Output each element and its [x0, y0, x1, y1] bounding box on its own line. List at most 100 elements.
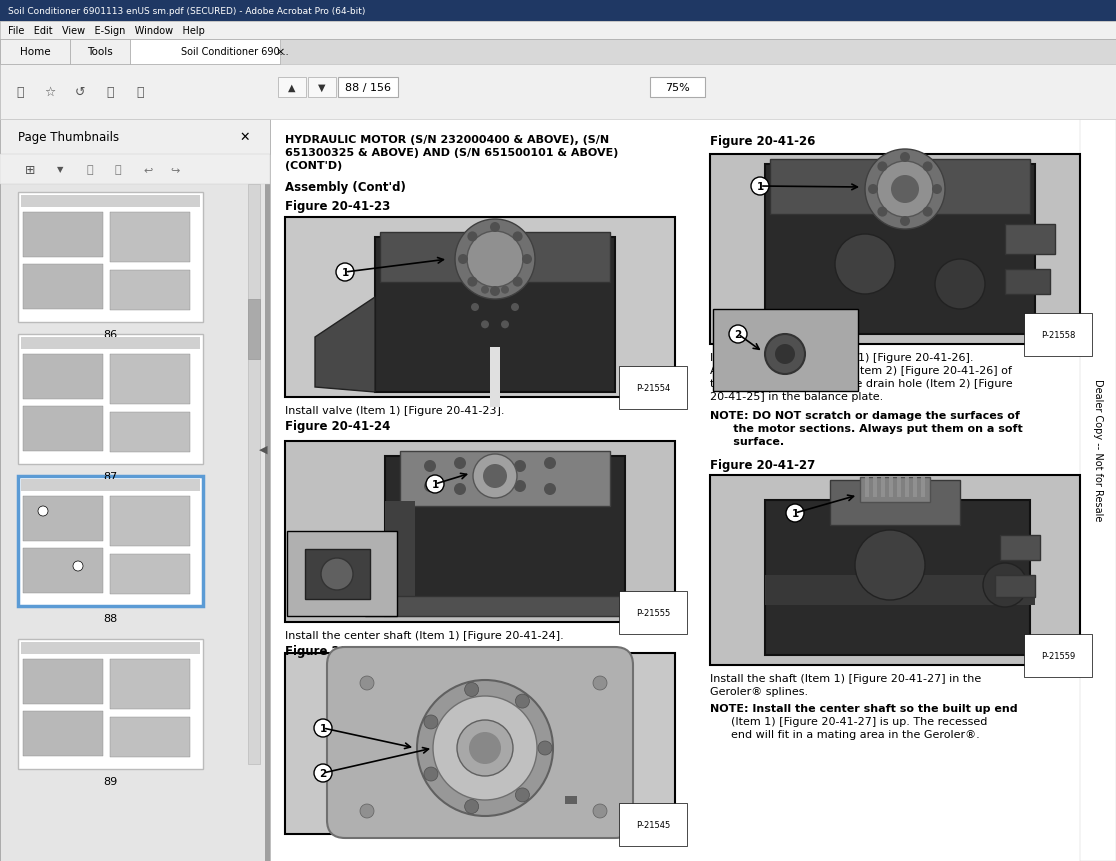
Circle shape: [481, 287, 489, 294]
Text: Dealer Copy -- Not for Resale: Dealer Copy -- Not for Resale: [1093, 378, 1103, 521]
Text: Figure 20-41-26: Figure 20-41-26: [710, 135, 816, 148]
FancyBboxPatch shape: [23, 660, 103, 704]
Circle shape: [473, 455, 517, 499]
Circle shape: [512, 277, 522, 288]
Circle shape: [481, 321, 489, 329]
FancyBboxPatch shape: [308, 77, 336, 98]
FancyBboxPatch shape: [23, 711, 103, 756]
Text: 86: 86: [103, 330, 117, 339]
FancyBboxPatch shape: [905, 478, 910, 498]
FancyBboxPatch shape: [21, 338, 200, 350]
Circle shape: [424, 715, 437, 729]
Text: 20-41-25] in the balance plate.: 20-41-25] in the balance plate.: [710, 392, 883, 401]
Text: P-21545: P-21545: [636, 820, 670, 829]
Text: 88: 88: [103, 613, 117, 623]
Circle shape: [899, 152, 910, 163]
FancyBboxPatch shape: [264, 120, 270, 861]
Circle shape: [923, 208, 933, 217]
Circle shape: [935, 260, 985, 310]
Circle shape: [514, 461, 526, 473]
FancyBboxPatch shape: [713, 310, 858, 392]
Text: the motor sections. Always put them on a soft: the motor sections. Always put them on a…: [710, 424, 1022, 433]
Text: File   Edit   View   E-Sign   Window   Help: File Edit View E-Sign Window Help: [8, 26, 205, 36]
Text: ▼: ▼: [318, 83, 326, 93]
Circle shape: [360, 804, 374, 818]
Text: end will fit in a mating area in the Geroler®.: end will fit in a mating area in the Ger…: [710, 729, 980, 739]
FancyBboxPatch shape: [1006, 269, 1050, 294]
Circle shape: [424, 767, 437, 781]
Circle shape: [73, 561, 83, 572]
Text: Install the Geroler® (Item 1) [Figure 20-41-26].: Install the Geroler® (Item 1) [Figure 20…: [710, 353, 973, 362]
Circle shape: [512, 232, 522, 242]
FancyBboxPatch shape: [860, 478, 930, 503]
Text: Align the case drain hole (Item 2) [Figure 20-41-26] of: Align the case drain hole (Item 2) [Figu…: [710, 366, 1012, 375]
FancyBboxPatch shape: [285, 218, 675, 398]
Text: the Geroler® with the case drain hole (Item 2) [Figure: the Geroler® with the case drain hole (I…: [710, 379, 1012, 388]
Circle shape: [38, 506, 48, 517]
FancyBboxPatch shape: [110, 213, 190, 263]
FancyBboxPatch shape: [764, 575, 1035, 605]
Circle shape: [877, 162, 887, 172]
FancyBboxPatch shape: [381, 232, 610, 282]
Text: ⊞: ⊞: [25, 164, 36, 177]
Circle shape: [855, 530, 925, 600]
Circle shape: [868, 185, 878, 195]
Text: ⬜: ⬜: [17, 85, 23, 98]
Text: ▲: ▲: [288, 83, 296, 93]
Text: Install the center shaft (Item 1) [Figure 20-41-24].: Install the center shaft (Item 1) [Figur…: [285, 630, 564, 641]
FancyBboxPatch shape: [110, 717, 190, 757]
Circle shape: [336, 263, 354, 282]
Text: 87: 87: [103, 472, 117, 481]
FancyBboxPatch shape: [0, 0, 1116, 22]
FancyBboxPatch shape: [0, 120, 270, 861]
FancyBboxPatch shape: [248, 185, 260, 764]
Text: HYDRAULIC MOTOR (S/N 232000400 & ABOVE), (S/N: HYDRAULIC MOTOR (S/N 232000400 & ABOVE),…: [285, 135, 609, 145]
Circle shape: [516, 694, 529, 709]
Text: 651300325 & ABOVE) AND (S/N 651500101 & ABOVE): 651300325 & ABOVE) AND (S/N 651500101 & …: [285, 148, 618, 158]
Circle shape: [923, 162, 933, 172]
Circle shape: [877, 162, 933, 218]
Circle shape: [786, 505, 804, 523]
Circle shape: [454, 457, 466, 469]
FancyBboxPatch shape: [129, 40, 280, 65]
Circle shape: [514, 480, 526, 492]
FancyBboxPatch shape: [285, 442, 675, 623]
FancyBboxPatch shape: [0, 120, 270, 155]
Text: Figure 20-41-24: Figure 20-41-24: [285, 419, 391, 432]
Circle shape: [877, 208, 887, 217]
FancyBboxPatch shape: [70, 40, 129, 65]
Text: 2: 2: [319, 768, 327, 778]
Text: Tools: Tools: [87, 47, 113, 57]
Text: NOTE: DO NOT scratch or damage the surfaces of: NOTE: DO NOT scratch or damage the surfa…: [710, 411, 1020, 420]
FancyBboxPatch shape: [338, 77, 398, 98]
Circle shape: [593, 676, 607, 691]
Text: (CONT'D): (CONT'D): [285, 161, 343, 170]
FancyBboxPatch shape: [110, 412, 190, 453]
Circle shape: [314, 719, 331, 737]
Circle shape: [464, 683, 479, 697]
Polygon shape: [315, 298, 375, 393]
Text: Figure 20-41-27: Figure 20-41-27: [710, 458, 816, 472]
FancyBboxPatch shape: [110, 270, 190, 311]
FancyBboxPatch shape: [365, 597, 625, 616]
Circle shape: [490, 223, 500, 232]
Text: 1: 1: [757, 182, 763, 192]
Circle shape: [983, 563, 1027, 607]
FancyBboxPatch shape: [764, 164, 1035, 335]
Text: ↪: ↪: [171, 164, 180, 175]
Circle shape: [593, 804, 607, 818]
FancyBboxPatch shape: [21, 480, 200, 492]
Circle shape: [543, 483, 556, 495]
Text: 75%: 75%: [665, 83, 690, 93]
Circle shape: [899, 217, 910, 226]
Text: 1: 1: [341, 268, 348, 278]
FancyBboxPatch shape: [490, 348, 500, 407]
FancyBboxPatch shape: [23, 213, 103, 257]
FancyBboxPatch shape: [110, 660, 190, 709]
FancyBboxPatch shape: [873, 478, 877, 498]
FancyBboxPatch shape: [764, 500, 1030, 655]
FancyBboxPatch shape: [865, 478, 869, 498]
FancyBboxPatch shape: [995, 575, 1035, 598]
Circle shape: [516, 788, 529, 802]
Circle shape: [484, 457, 496, 469]
